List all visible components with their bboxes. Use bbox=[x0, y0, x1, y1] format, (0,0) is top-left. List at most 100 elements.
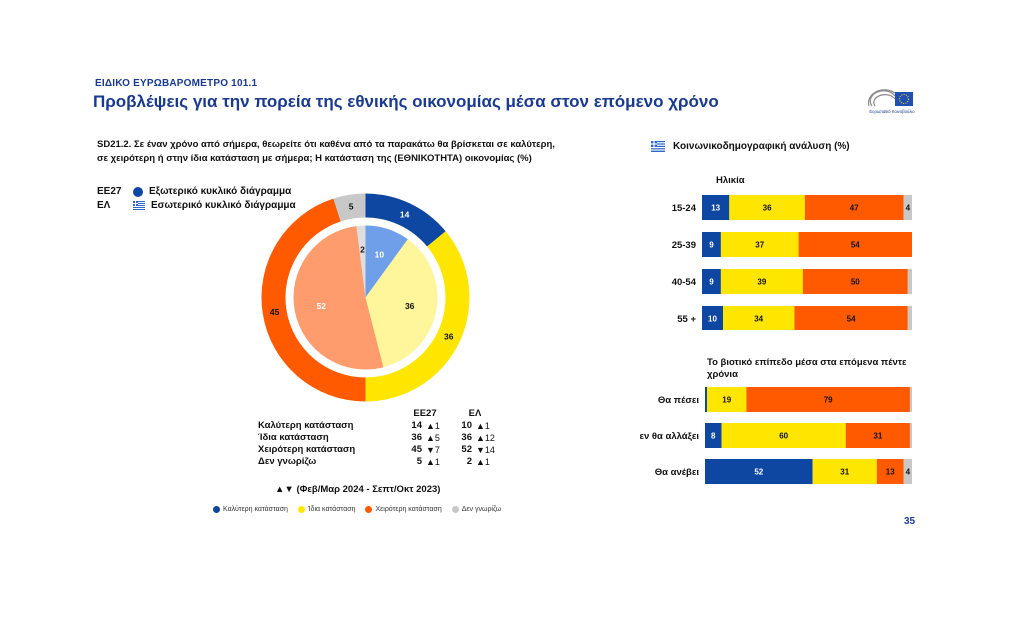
age-bar-segment bbox=[798, 232, 912, 257]
legend-item: Δεν γνωρίζω bbox=[451, 506, 502, 513]
age-bar-segment bbox=[907, 269, 912, 294]
age-value-label: 39 bbox=[757, 278, 766, 287]
living-standard-bar-segment bbox=[721, 423, 846, 448]
summary-label: Δεν γνωρίζω bbox=[258, 456, 317, 467]
age-category-label: 15-24 bbox=[672, 203, 697, 214]
summary-el-value: 10 bbox=[461, 420, 472, 431]
outer-slice-worse bbox=[261, 198, 366, 402]
age-bar-segment bbox=[729, 195, 805, 220]
ring-legend-outer: ΕΕ27 Εξωτερικό κυκλικό διάγραμμα bbox=[97, 186, 296, 197]
logo-caption: Ευρωπαϊκό Κοινοβούλιο bbox=[869, 109, 915, 114]
outer-ring-dot-icon bbox=[133, 186, 143, 197]
parliament-emblem-icon: Ευρωπαϊκό Κοινοβούλιο bbox=[867, 89, 915, 114]
inner-label-dk: 2 bbox=[360, 245, 365, 255]
bottom-legend: Καλύτερη κατάσταση Ίδια κατάσταση Χειρότερ… bbox=[213, 506, 501, 513]
legend-item: Χειρότερη κατάσταση bbox=[365, 506, 442, 513]
age-bar-segment bbox=[723, 306, 795, 330]
page-title: Προβλέψεις για την πορεία της εθνικής οι… bbox=[93, 92, 719, 111]
inner-label-better: 10 bbox=[375, 250, 385, 260]
summary-eu-value: 45 bbox=[411, 444, 422, 455]
donut-value-labels: 14 36 45 5 10 36 52 2 bbox=[270, 202, 454, 342]
summary-eu-value: 36 bbox=[411, 432, 422, 443]
greek-flag-icon bbox=[651, 141, 665, 152]
age-bar-segment bbox=[794, 306, 908, 330]
legend-dot-icon bbox=[365, 506, 373, 513]
summary-el-change: ▼14 bbox=[476, 445, 495, 455]
age-bar-segment bbox=[907, 306, 912, 330]
age-category-label: 40-54 bbox=[672, 277, 697, 288]
age-bar-segment bbox=[802, 269, 908, 294]
outer-slice-dk bbox=[333, 193, 366, 222]
legend-label: Χειρότερη κατάσταση bbox=[375, 506, 442, 513]
outer-label-better: 14 bbox=[400, 209, 410, 219]
living-standard-bar-segment bbox=[705, 423, 722, 448]
living-standard-value-label: 19 bbox=[722, 396, 731, 405]
living-standard-value-label: 31 bbox=[873, 432, 882, 441]
living-standard-bar-segment bbox=[812, 459, 877, 484]
living-standard-bar-segment bbox=[707, 387, 747, 412]
age-value-label: 37 bbox=[755, 241, 764, 250]
living-standard-value-label: 31 bbox=[840, 468, 849, 477]
age-value-label: 34 bbox=[754, 315, 763, 324]
living-standard-bar-segment bbox=[705, 387, 708, 412]
change-table: ΕΕ27 ΕΛ Καλύτερη κατάσταση 14 ▲1 10 ▲1 Ίδια κ… bbox=[256, 408, 500, 468]
outer-label-worse: 45 bbox=[270, 307, 280, 317]
summary-el-change: ▲1 bbox=[476, 457, 490, 467]
age-value-label: 36 bbox=[763, 204, 772, 213]
summary-col-el: ΕΛ bbox=[468, 408, 482, 419]
summary-label: Χειρότερη κατάσταση bbox=[258, 444, 356, 455]
living-standard-category-label: Θα ανέβει bbox=[655, 467, 700, 478]
inner-slice-dk bbox=[356, 225, 366, 298]
age-value-label: 9 bbox=[709, 278, 714, 287]
report-kicker: ΕΙΔΙΚΟ ΕΥΡΩΒΑΡΟΜΕΤΡΟ 101.1 bbox=[95, 78, 258, 89]
summary-el-change: ▲12 bbox=[476, 433, 495, 443]
legend-label: Καλύτερη κατάσταση bbox=[223, 506, 288, 513]
ring-legend-inner-label: Εσωτερικό κυκλικό διάγραμμα bbox=[151, 200, 296, 211]
summary-el-value: 2 bbox=[466, 456, 472, 467]
summary-el-value: 36 bbox=[461, 432, 472, 443]
legend-label: Δεν γνωρίζω bbox=[461, 506, 502, 513]
page-number: 35 bbox=[904, 516, 916, 527]
summary-label: Ίδια κατάσταση bbox=[258, 432, 329, 443]
living-standard-value-label: 52 bbox=[754, 468, 763, 477]
summary-eu-change: ▲5 bbox=[426, 433, 440, 443]
age-value-label: 47 bbox=[850, 204, 859, 213]
age-value-label: 54 bbox=[847, 315, 856, 324]
ring-legend-inner-code: ΕΛ bbox=[97, 200, 111, 211]
living-standard-bar-segment bbox=[903, 459, 912, 484]
legend-label: Ίδια κατάσταση bbox=[307, 506, 356, 513]
survey-question: SD21.2. Σε έναν χρόνο από σήμερα, θεωρεί… bbox=[97, 139, 555, 164]
living-standard-bar-chart: Θα πέσει 19 79 Δεν θα αλλάξει 8 60 31 Θα ανέβει… bbox=[640, 387, 912, 484]
age-bar-segment bbox=[702, 232, 721, 257]
living-standard-value-label: 4 bbox=[906, 468, 911, 477]
living-standard-category-label: Δεν θα αλλάξει bbox=[640, 431, 699, 442]
living-standard-value-label: 13 bbox=[886, 468, 895, 477]
living-standard-bar-segment bbox=[909, 387, 912, 412]
age-section-title: Ηλικία bbox=[716, 175, 745, 186]
socio-header: Κοινωνικοδημογραφική ανάλυση (%) bbox=[651, 141, 850, 152]
summary-el-change: ▲1 bbox=[476, 421, 490, 431]
summary-eu-change: ▲1 bbox=[426, 457, 440, 467]
living-standard-bar-segment bbox=[705, 459, 813, 484]
summary-row: Ίδια κατάσταση 36 ▲5 36 ▲12 bbox=[256, 432, 500, 444]
summary-table: ΕΕ27 ΕΛ Καλύτερη κατάσταση 14 ▲1 10 ▲1 Ίδια κ… bbox=[256, 408, 500, 468]
summary-col-eu: ΕΕ27 bbox=[413, 408, 437, 419]
age-category-label: 55 + bbox=[677, 314, 696, 325]
outer-slice-same bbox=[365, 231, 470, 402]
age-bar-segment bbox=[720, 269, 803, 294]
living-standard-value-label: 79 bbox=[824, 396, 833, 405]
outer-label-dk: 5 bbox=[349, 202, 354, 212]
inner-slice-same bbox=[365, 239, 438, 368]
age-value-label: 13 bbox=[711, 204, 720, 213]
age-value-label: 4 bbox=[906, 204, 911, 213]
living-standard-value-label: 8 bbox=[711, 432, 716, 441]
summary-row: Χειρότερη κατάσταση 45 ▼7 52 ▼14 bbox=[256, 444, 500, 456]
summary-eu-change: ▼7 bbox=[426, 445, 440, 455]
outer-label-same: 36 bbox=[444, 332, 454, 342]
donut-inner-pie bbox=[293, 225, 438, 370]
legend-dot-icon bbox=[297, 506, 305, 513]
living-standard-title: Το βιοτικό επίπεδο μέσα στα επόμενα πέντ… bbox=[707, 357, 907, 380]
ring-legend-outer-label: Εξωτερικό κυκλικό διάγραμμα bbox=[149, 186, 292, 197]
legend-dot-icon bbox=[451, 506, 459, 513]
greek-flag-icon bbox=[133, 201, 145, 210]
